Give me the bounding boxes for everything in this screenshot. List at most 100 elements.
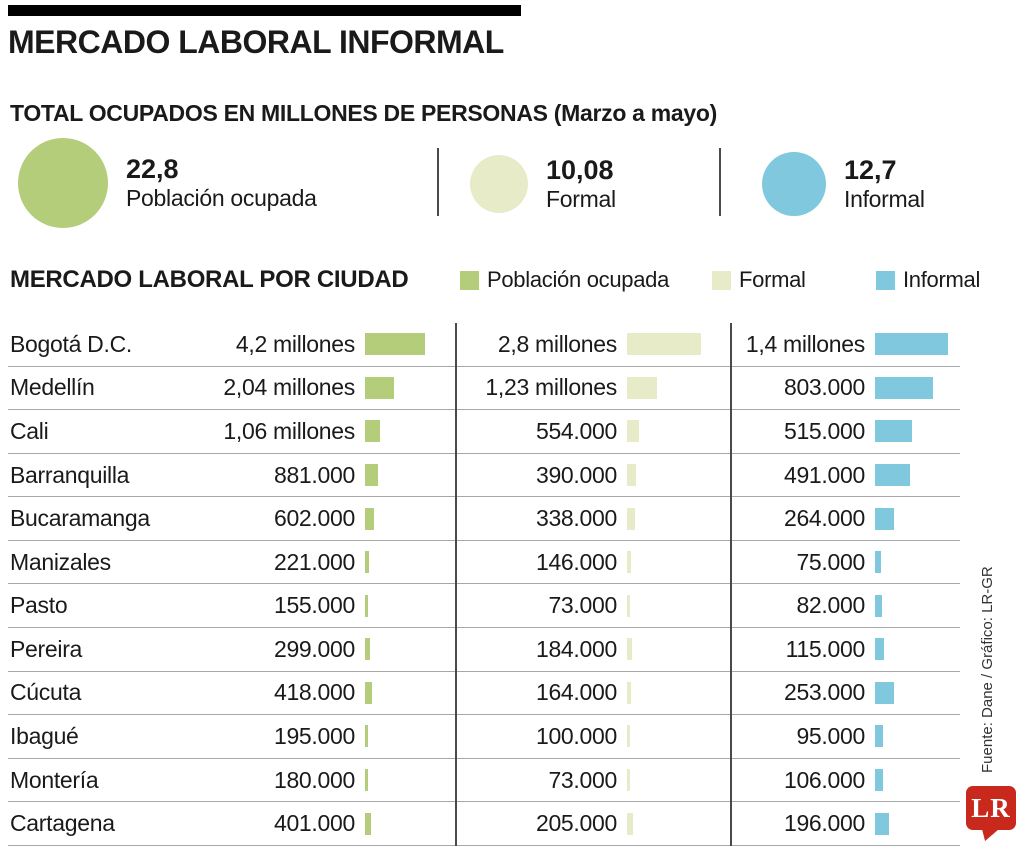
legend-label-ocupada: Población ocupada — [487, 267, 670, 292]
formal-bar — [627, 681, 631, 704]
legend-label-informal: Informal — [903, 267, 981, 292]
ocupada-value: 299.000 — [273, 635, 355, 662]
informal-bar-cell — [865, 769, 960, 792]
legend-item-informal: Informal — [876, 267, 980, 293]
informal-text: 12,7 Informal — [844, 155, 925, 212]
formal-bar — [627, 551, 631, 574]
informal-bar-cell — [865, 638, 960, 661]
ocupada-bar-cell — [355, 681, 455, 704]
city-section-title: MERCADO LABORAL POR CIUDAD — [10, 266, 409, 293]
formal-bar — [627, 638, 632, 661]
table-row: Medellín 2,04 millones 1,23 millones 803… — [8, 367, 960, 411]
informal-value: 196.000 — [783, 810, 865, 837]
summary-item-formal: 10,08 Formal — [470, 155, 616, 213]
lr-logo-text: LR — [971, 792, 1011, 823]
ocupada-bar — [365, 638, 370, 661]
informal-label: Informal — [844, 186, 925, 213]
ocupada-bar-cell — [355, 376, 455, 399]
formal-bar — [627, 507, 635, 530]
city-label: Cúcuta — [10, 679, 82, 706]
informal-swatch-icon — [876, 270, 895, 290]
table-row: Montería 180.000 73.000 106.000 — [8, 759, 960, 803]
city-label: Barranquilla — [10, 461, 130, 488]
informal-value: 253.000 — [783, 679, 865, 706]
informal-bar — [875, 681, 894, 704]
ocupada-bar-cell — [355, 769, 455, 792]
formal-bar-cell — [617, 420, 730, 443]
ocupada-total: 22,8 — [126, 154, 179, 185]
ocupada-circle — [18, 138, 108, 228]
lr-logo-tail-icon — [982, 829, 999, 841]
table-row: Pasto 155.000 73.000 82.000 — [8, 584, 960, 629]
informal-bar — [875, 725, 883, 748]
formal-bar-cell — [617, 812, 730, 835]
informal-bar — [875, 769, 883, 792]
formal-bar — [627, 376, 657, 399]
informal-circle — [762, 152, 826, 216]
ocupada-bar — [365, 376, 394, 399]
ocupada-bar-cell — [355, 420, 455, 443]
ocupada-bar — [365, 769, 368, 792]
formal-value: 146.000 — [535, 548, 617, 575]
city-label: Manizales — [10, 548, 111, 575]
informal-bar-cell — [865, 507, 960, 530]
formal-bar — [627, 769, 630, 792]
formal-swatch-icon — [712, 270, 731, 290]
informal-value: 491.000 — [783, 461, 865, 488]
formal-total: 10,08 — [546, 155, 614, 186]
formal-text: 10,08 Formal — [546, 155, 616, 212]
column-divider-2 — [730, 323, 732, 846]
informal-value: 515.000 — [783, 417, 865, 444]
ocupada-bar — [365, 333, 425, 356]
informal-bar-cell — [865, 376, 960, 399]
ocupada-value: 155.000 — [273, 592, 355, 619]
page-title: MERCADO LABORAL INFORMAL — [8, 24, 504, 60]
ocupada-value: 180.000 — [273, 766, 355, 793]
table-row: Cartagena 401.000 205.000 196.000 — [8, 802, 960, 846]
informal-bar — [875, 464, 910, 487]
informal-bar — [875, 420, 912, 443]
formal-label: Formal — [546, 186, 616, 213]
ocupada-bar — [365, 725, 368, 748]
formal-bar-cell — [617, 638, 730, 661]
informal-bar — [875, 812, 889, 835]
formal-bar — [627, 464, 636, 487]
ocupada-bar-cell — [355, 638, 455, 661]
formal-value: 100.000 — [535, 722, 617, 749]
source-credit: Fuente: Dane / Gráfico: LR-GR — [979, 566, 996, 774]
table-row: Cúcuta 418.000 164.000 253.000 — [8, 672, 960, 716]
informal-bar — [875, 594, 882, 617]
informal-bar-cell — [865, 681, 960, 704]
formal-value: 73.000 — [548, 592, 617, 619]
legend-label-formal: Formal — [739, 267, 806, 292]
formal-bar — [627, 420, 639, 443]
informal-bar — [875, 551, 881, 574]
ocupada-bar-cell — [355, 464, 455, 487]
formal-value: 338.000 — [535, 505, 617, 532]
ocupada-bar — [365, 507, 374, 530]
ocupada-value: 2,04 millones — [223, 374, 355, 401]
table-row: Bucaramanga 602.000 338.000 264.000 — [8, 497, 960, 541]
city-label: Pasto — [10, 592, 68, 619]
lr-logo: LR — [966, 786, 1016, 841]
city-label: Ibagué — [10, 722, 79, 749]
city-label: Bogotá D.C. — [10, 330, 132, 357]
formal-bar — [627, 725, 630, 748]
formal-value: 184.000 — [535, 635, 617, 662]
informal-bar-cell — [865, 812, 960, 835]
formal-bar-cell — [617, 769, 730, 792]
formal-bar — [627, 333, 701, 356]
ocupada-bar-cell — [355, 594, 455, 617]
informal-bar-cell — [865, 333, 960, 356]
ocupada-bar — [365, 812, 371, 835]
top-rule — [8, 5, 521, 16]
summary-divider-2 — [719, 148, 721, 216]
informal-value: 264.000 — [783, 505, 865, 532]
formal-bar-cell — [617, 376, 730, 399]
informal-bar-cell — [865, 725, 960, 748]
ocupada-bar — [365, 594, 368, 617]
formal-bar-cell — [617, 594, 730, 617]
city-label: Cartagena — [10, 810, 115, 837]
formal-bar-cell — [617, 681, 730, 704]
formal-value: 554.000 — [535, 417, 617, 444]
